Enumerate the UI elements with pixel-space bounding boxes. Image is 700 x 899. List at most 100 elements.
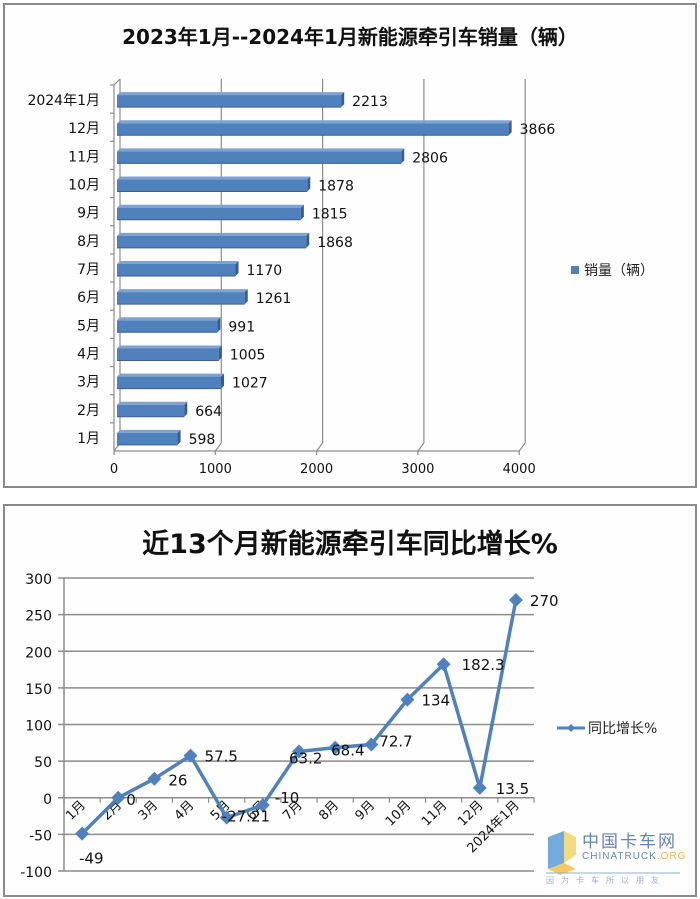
y-tick-label: 300 [25, 572, 52, 588]
data-value-label: 57.5 [205, 748, 238, 766]
bar [117, 376, 222, 389]
gridline-floor [316, 442, 324, 452]
data-point-diamond-icon [219, 810, 234, 825]
bar-top [117, 204, 304, 208]
bar-top [117, 176, 311, 180]
brand-slogan: 因为卡车所以朋友 [546, 876, 666, 885]
sales-chart-title: 2023年1月--2024年1月新能源牵引车销量（辆） [122, 25, 578, 49]
x-category-label: 3月 [136, 798, 162, 824]
bar-side [184, 401, 188, 417]
category-label: 2月 [77, 403, 100, 419]
bar-side [508, 120, 512, 136]
x-tick-label: 0 [110, 462, 118, 477]
x-tick-label: 3000 [401, 462, 434, 477]
data-point-diamond-icon [75, 826, 90, 841]
category-label: 11月 [68, 149, 100, 165]
category-label: 2024年1月 [27, 93, 100, 109]
bar-value-label: 3866 [520, 122, 556, 138]
data-value-label: 26 [168, 772, 187, 790]
bar-side [401, 148, 405, 164]
category-label: 7月 [77, 262, 100, 278]
bar-top [117, 373, 225, 377]
y-tick-label: 200 [25, 645, 52, 661]
bar-value-label: 664 [195, 404, 222, 420]
data-point-diamond-icon [436, 657, 451, 672]
data-point-diamond-icon [292, 744, 306, 759]
bar-side [300, 204, 304, 220]
bar [117, 264, 236, 276]
chinatruck-logo-icon [546, 831, 680, 875]
x-category-label: 11月 [419, 798, 450, 829]
y-tick-label: -50 [29, 828, 52, 844]
y-tick-label: 150 [25, 682, 52, 698]
bar [117, 235, 307, 248]
bar-side [218, 345, 222, 361]
x-category-label: 4月 [172, 798, 198, 824]
brand-tld: .ORG [656, 851, 687, 862]
bar [117, 95, 342, 108]
x-category-label: 1月 [63, 798, 89, 824]
bar [117, 432, 178, 445]
y-tick-label: 250 [25, 609, 52, 625]
bar-value-label: 991 [228, 319, 255, 335]
data-point-diamond-icon [255, 798, 270, 813]
gridline-floor [214, 442, 222, 452]
bar-value-label: 1005 [230, 347, 266, 363]
x-tick-label: 1000 [199, 462, 232, 477]
y-tick-label: 0 [43, 792, 52, 808]
bar [117, 123, 509, 136]
data-value-label: -49 [79, 850, 104, 868]
y-tick-label: 50 [34, 755, 52, 771]
bar-side [306, 232, 310, 248]
data-value-label: 134 [421, 692, 450, 710]
bar-value-label: 2806 [412, 150, 448, 166]
brand-cn: 中国卡车网 [582, 832, 677, 852]
x-category-label: 10月 [383, 798, 414, 829]
bar-top [117, 120, 512, 124]
bar [117, 320, 218, 333]
data-value-label: 13.5 [496, 780, 529, 798]
growth-chart-title: 近13个月新能源牵引车同比增长% [142, 529, 558, 560]
category-label: 5月 [77, 318, 100, 334]
bar-top [117, 317, 221, 321]
x-category-label: 8月 [316, 798, 342, 824]
bar-top [117, 429, 181, 433]
data-point-diamond-icon [111, 790, 126, 805]
data-value-label: 68.4 [331, 742, 364, 760]
data-value-label: 182.3 [462, 656, 505, 674]
bar-value-label: 1170 [247, 263, 283, 279]
data-value-label: -27.21 [222, 808, 270, 826]
y-axis-top [113, 78, 121, 86]
x-category-label: 9月 [352, 798, 378, 824]
bar-side [217, 317, 221, 333]
bar-top [117, 148, 405, 152]
data-value-label: 0 [126, 791, 136, 809]
bar-top [117, 401, 188, 405]
bar [117, 151, 402, 164]
bar-side [221, 373, 225, 389]
bar-value-label: 2213 [352, 94, 388, 110]
data-point-diamond-icon [147, 771, 162, 786]
y-tick-label: -100 [20, 865, 52, 881]
bar-value-label: 1261 [256, 291, 292, 307]
bar-value-label: 598 [189, 432, 216, 448]
bar-side [307, 176, 311, 192]
bar-top [117, 232, 310, 236]
legend-label: 销量（辆） [584, 263, 654, 279]
bar-top [117, 261, 239, 264]
data-point-diamond-icon [183, 748, 198, 763]
category-label: 9月 [77, 206, 100, 222]
data-value-label: 63.2 [289, 749, 322, 767]
bar [117, 404, 185, 417]
data-value-label: -10 [275, 789, 300, 807]
growth-legend: 同比增长% [557, 718, 657, 738]
category-label: 8月 [77, 234, 100, 250]
data-point-diamond-icon [508, 592, 523, 607]
bar [117, 292, 245, 305]
sales-legend: 销量（辆） [571, 260, 654, 280]
legend-label: 同比增长% [588, 721, 658, 737]
bar-value-label: 1027 [232, 376, 268, 392]
bar-side [235, 261, 239, 276]
category-label: 3月 [77, 375, 100, 391]
